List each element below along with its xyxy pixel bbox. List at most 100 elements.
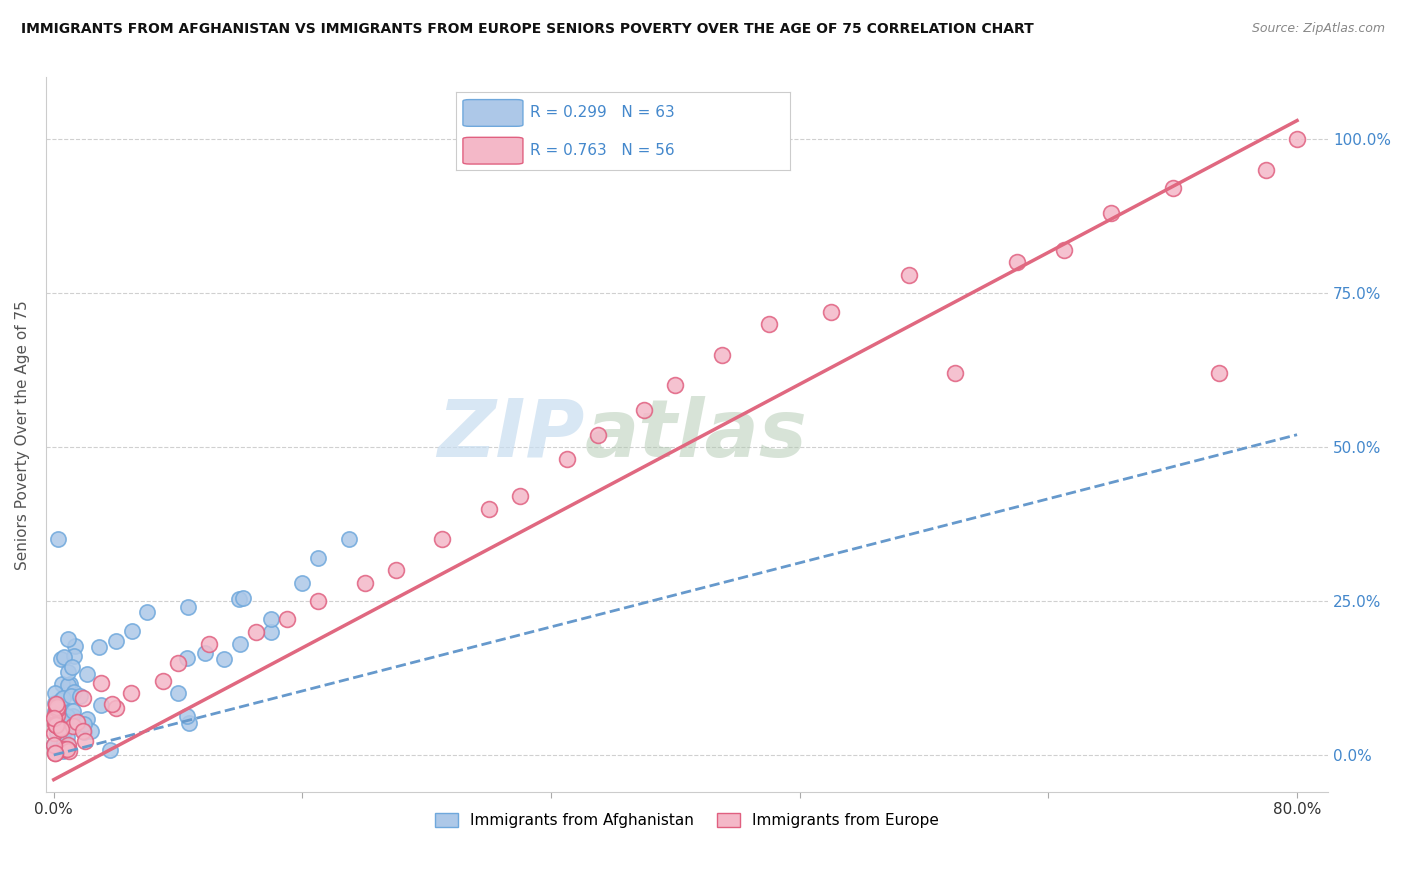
Point (58, 744, 80, 758)
Point (509, 489, 531, 503)
Point (56, 632, 79, 647)
Point (337, 533, 360, 547)
Point (90, 698, 112, 712)
Point (55, 742, 77, 756)
Point (44, 717, 66, 731)
Point (52, 690, 75, 705)
Point (232, 591, 254, 605)
Point (49, 652, 72, 666)
Point (198, 637, 221, 651)
Point (44, 746, 66, 760)
Point (52, 649, 75, 664)
Point (120, 686, 142, 700)
Point (44, 726, 66, 740)
Point (59, 677, 82, 691)
Point (89, 640, 111, 654)
Point (555, 452, 578, 467)
Point (52, 744, 75, 758)
Point (260, 612, 283, 626)
Point (820, 304, 842, 318)
Point (98, 743, 121, 757)
Point (276, 612, 298, 626)
Point (228, 592, 250, 607)
Point (45, 718, 67, 732)
Point (245, 624, 267, 639)
Point (758, 317, 780, 331)
Point (45, 698, 67, 713)
Point (260, 624, 283, 639)
Point (1286, 132, 1309, 146)
Point (1007, 255, 1029, 269)
Point (121, 624, 143, 638)
Point (72, 717, 94, 731)
Point (72, 725, 94, 739)
Point (56, 678, 79, 692)
Point (44, 746, 66, 760)
Point (56, 739, 79, 754)
Point (1254, 162, 1277, 177)
Point (58, 665, 80, 679)
Point (51, 676, 73, 690)
Point (48, 721, 70, 735)
Point (52, 736, 75, 750)
Point (177, 600, 200, 615)
Point (66, 714, 89, 729)
Point (176, 651, 198, 665)
Point (90, 676, 112, 690)
Point (76, 712, 98, 726)
Point (633, 403, 655, 417)
Point (44, 686, 66, 700)
Point (478, 501, 501, 516)
Point (176, 708, 198, 723)
Point (291, 575, 314, 590)
Text: IMMIGRANTS FROM AFGHANISTAN VS IMMIGRANTS FROM EUROPE SENIORS POVERTY OVER THE A: IMMIGRANTS FROM AFGHANISTAN VS IMMIGRANT… (21, 22, 1033, 37)
Point (80, 724, 103, 739)
Point (44, 696, 66, 710)
Point (135, 605, 157, 619)
Point (897, 268, 920, 282)
Point (44, 714, 66, 729)
Point (45, 697, 67, 711)
Point (1208, 366, 1230, 380)
Point (56, 730, 79, 744)
Point (53, 723, 76, 737)
Point (48, 713, 70, 727)
Point (214, 652, 236, 666)
Y-axis label: Seniors Poverty Over the Age of 75: Seniors Poverty Over the Age of 75 (15, 300, 30, 570)
Point (45, 714, 67, 728)
Point (353, 575, 375, 590)
Point (55, 714, 77, 728)
Point (1099, 206, 1122, 220)
Point (44, 708, 66, 723)
Point (45, 702, 67, 716)
Text: Source: ZipAtlas.com: Source: ZipAtlas.com (1251, 22, 1385, 36)
Point (152, 674, 174, 689)
Point (104, 700, 127, 714)
Point (72, 723, 94, 738)
Point (177, 716, 200, 731)
Point (44, 704, 66, 718)
Point (63, 639, 86, 653)
Point (229, 637, 252, 651)
Point (42, 738, 65, 752)
Point (384, 563, 406, 577)
Point (46, 533, 69, 547)
Point (167, 686, 190, 700)
Text: ZIP: ZIP (437, 396, 585, 474)
Point (62, 719, 84, 733)
Point (664, 378, 686, 392)
Point (72, 691, 94, 706)
Point (105, 633, 128, 648)
Point (307, 594, 329, 608)
Point (586, 427, 609, 442)
Point (62, 709, 84, 723)
Point (51, 725, 73, 739)
Point (75, 733, 97, 747)
Point (42, 738, 65, 752)
Point (943, 366, 966, 380)
Point (432, 533, 454, 547)
Point (167, 656, 190, 670)
Point (46, 726, 69, 740)
Point (59, 689, 82, 703)
Point (1161, 181, 1184, 195)
